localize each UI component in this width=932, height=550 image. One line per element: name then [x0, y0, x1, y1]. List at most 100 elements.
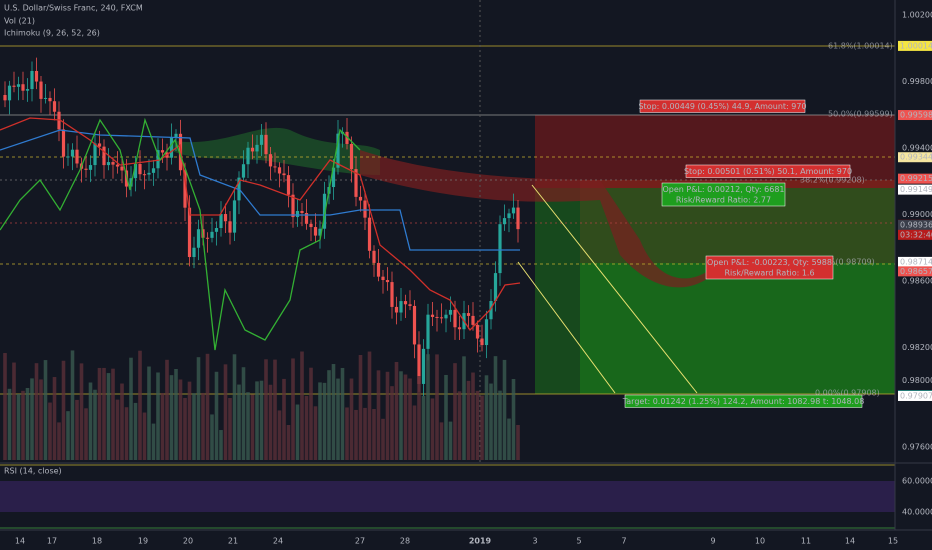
candle: [255, 144, 259, 152]
candle: [241, 164, 246, 178]
candle: [30, 70, 34, 90]
volume-bar: [394, 361, 399, 460]
volume-bar: [120, 383, 124, 460]
annotation-box: [624, 394, 863, 408]
candle: [210, 231, 214, 238]
volume-bar: [291, 358, 295, 460]
volume-bar: [480, 395, 484, 460]
volume-bar: [448, 421, 453, 460]
volume-bar: [327, 370, 331, 460]
volume-bar: [354, 409, 358, 460]
candle: [493, 273, 498, 302]
price-marker-label: 0.97907: [900, 391, 932, 400]
candle: [52, 101, 57, 112]
fib-label: 50.0%(0.99599): [828, 110, 893, 119]
volume-bar: [282, 378, 286, 460]
time-label: 2019: [469, 537, 492, 546]
candle: [169, 137, 174, 158]
candle: [75, 149, 79, 164]
volume-bar: [151, 423, 156, 460]
volume-bar: [399, 371, 403, 460]
volume-bar: [417, 376, 421, 460]
price-tick: 0.98600: [902, 276, 932, 285]
candle: [408, 304, 412, 306]
candle: [88, 165, 93, 170]
volume-bar: [498, 390, 502, 460]
price-tick: 0.99000: [902, 210, 932, 219]
candle: [120, 166, 124, 171]
candle: [232, 200, 237, 233]
volume-bar: [255, 381, 259, 460]
volume-bar: [79, 363, 84, 460]
volume-bar: [192, 393, 196, 460]
volume-bar: [264, 359, 268, 460]
candle: [264, 134, 268, 155]
candle: [16, 84, 21, 87]
annotation-text: Open P&L: -0.00223, Qty: 5988: [707, 258, 832, 267]
candle: [309, 223, 313, 228]
volume-bar: [129, 357, 133, 460]
volume-bar: [367, 351, 372, 460]
time-label: 3: [532, 537, 537, 546]
countdown: 03:32:40: [900, 230, 932, 239]
price-tick: 0.99400: [902, 143, 932, 152]
candle: [304, 212, 309, 224]
volume-bar: [376, 370, 381, 460]
volume-bar: [439, 422, 444, 460]
candle: [25, 89, 30, 91]
volume-bar: [268, 384, 273, 460]
volume-bar: [106, 373, 111, 460]
candle: [214, 228, 219, 232]
volume-bar: [187, 381, 192, 460]
volume-bar: [471, 372, 475, 460]
volume-bar: [48, 402, 52, 460]
volume-bar: [372, 409, 376, 460]
volume-bar: [336, 378, 340, 460]
annotation-box: [685, 164, 851, 178]
candle: [322, 193, 327, 229]
candle: [376, 262, 381, 277]
annotation-box: [661, 182, 786, 207]
candle: [228, 221, 232, 233]
volume-bar: [277, 410, 282, 460]
volume-bar: [43, 360, 48, 460]
price-marker-label: 0.99344: [900, 153, 932, 162]
rsi-tick: 60.0000: [902, 477, 932, 486]
candle: [48, 97, 52, 102]
candle: [183, 170, 187, 208]
time-label: 14: [845, 537, 855, 546]
price-marker-label: 0.98936: [900, 221, 932, 230]
arrow: [531, 184, 698, 394]
candle: [160, 150, 165, 153]
candle: [394, 306, 399, 313]
volume-bar: [435, 354, 439, 460]
chikou: [0, 117, 361, 351]
candle: [417, 344, 421, 384]
time-label: 5: [576, 537, 581, 546]
volume-bar: [385, 371, 390, 460]
volume-bar: [489, 383, 493, 460]
candle: [363, 200, 367, 218]
volume-bar: [259, 380, 264, 460]
candle: [111, 162, 115, 165]
time-label: 14: [15, 537, 25, 546]
volume-bar: [174, 368, 178, 460]
candle: [300, 210, 304, 213]
price-marker: [898, 184, 932, 195]
arrow: [517, 261, 616, 394]
candle: [367, 217, 372, 251]
volume-bar: [363, 407, 367, 460]
volume-bar: [484, 375, 489, 460]
price-marker: [898, 220, 932, 231]
price-marker-label: 0.99149: [900, 185, 932, 194]
price-tick: 0.99800: [902, 77, 932, 86]
price-tick: 0.97600: [902, 442, 932, 451]
volume-bar: [304, 395, 309, 460]
volume-bar: [34, 363, 39, 460]
volume-bar: [201, 392, 205, 460]
annotation-text: Target: 0.01242 (1.25%) 124.2, Amount: 1…: [622, 397, 865, 406]
price-marker: [898, 390, 932, 401]
volume-bar: [466, 380, 471, 460]
